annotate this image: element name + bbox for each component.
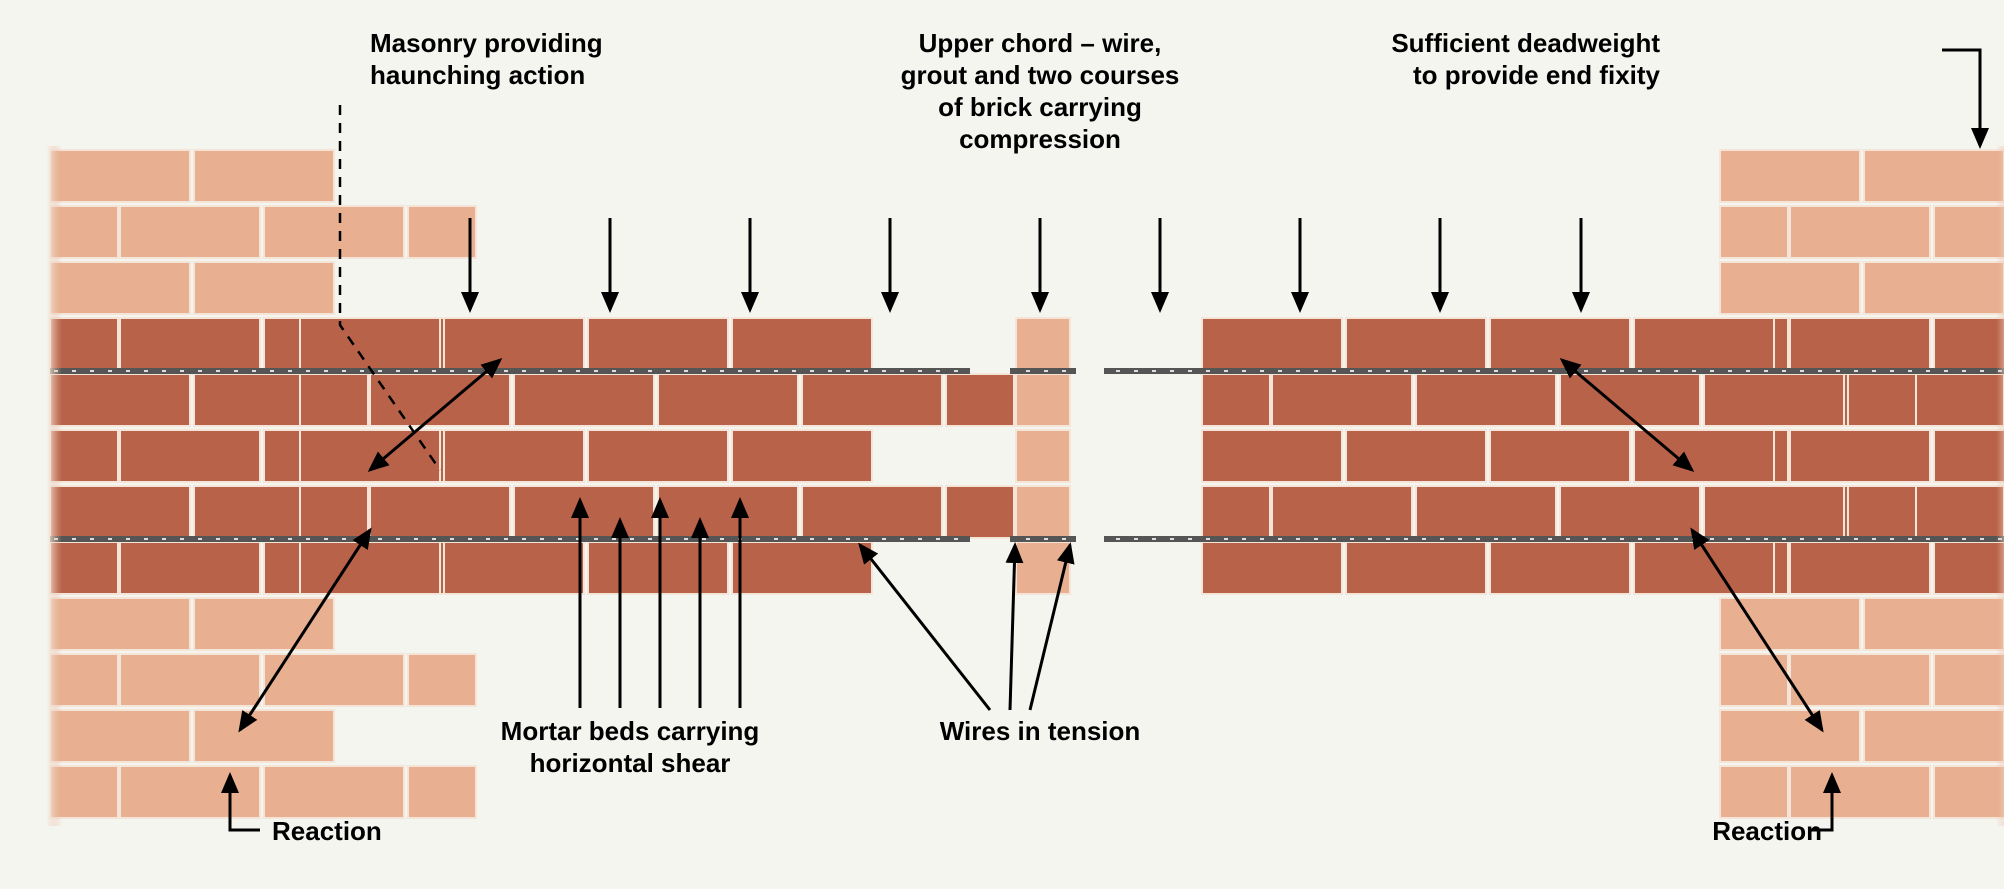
label-deadweight: Sufficient deadweightto provide end fixi…: [1391, 28, 1660, 90]
label-reactionR: Reaction: [1712, 816, 1822, 846]
label-haunching: Masonry providinghaunching action: [370, 28, 603, 90]
label-wirestension: Wires in tension: [940, 716, 1141, 746]
masonry-diagram: Masonry providinghaunching action Upper c…: [20, 20, 2004, 869]
label-reactionL: Reaction: [272, 816, 382, 846]
label-upperchord: Upper chord – wire,grout and two courses…: [901, 28, 1180, 154]
label-mortarbeds: Mortar beds carryinghorizontal shear: [501, 716, 760, 778]
